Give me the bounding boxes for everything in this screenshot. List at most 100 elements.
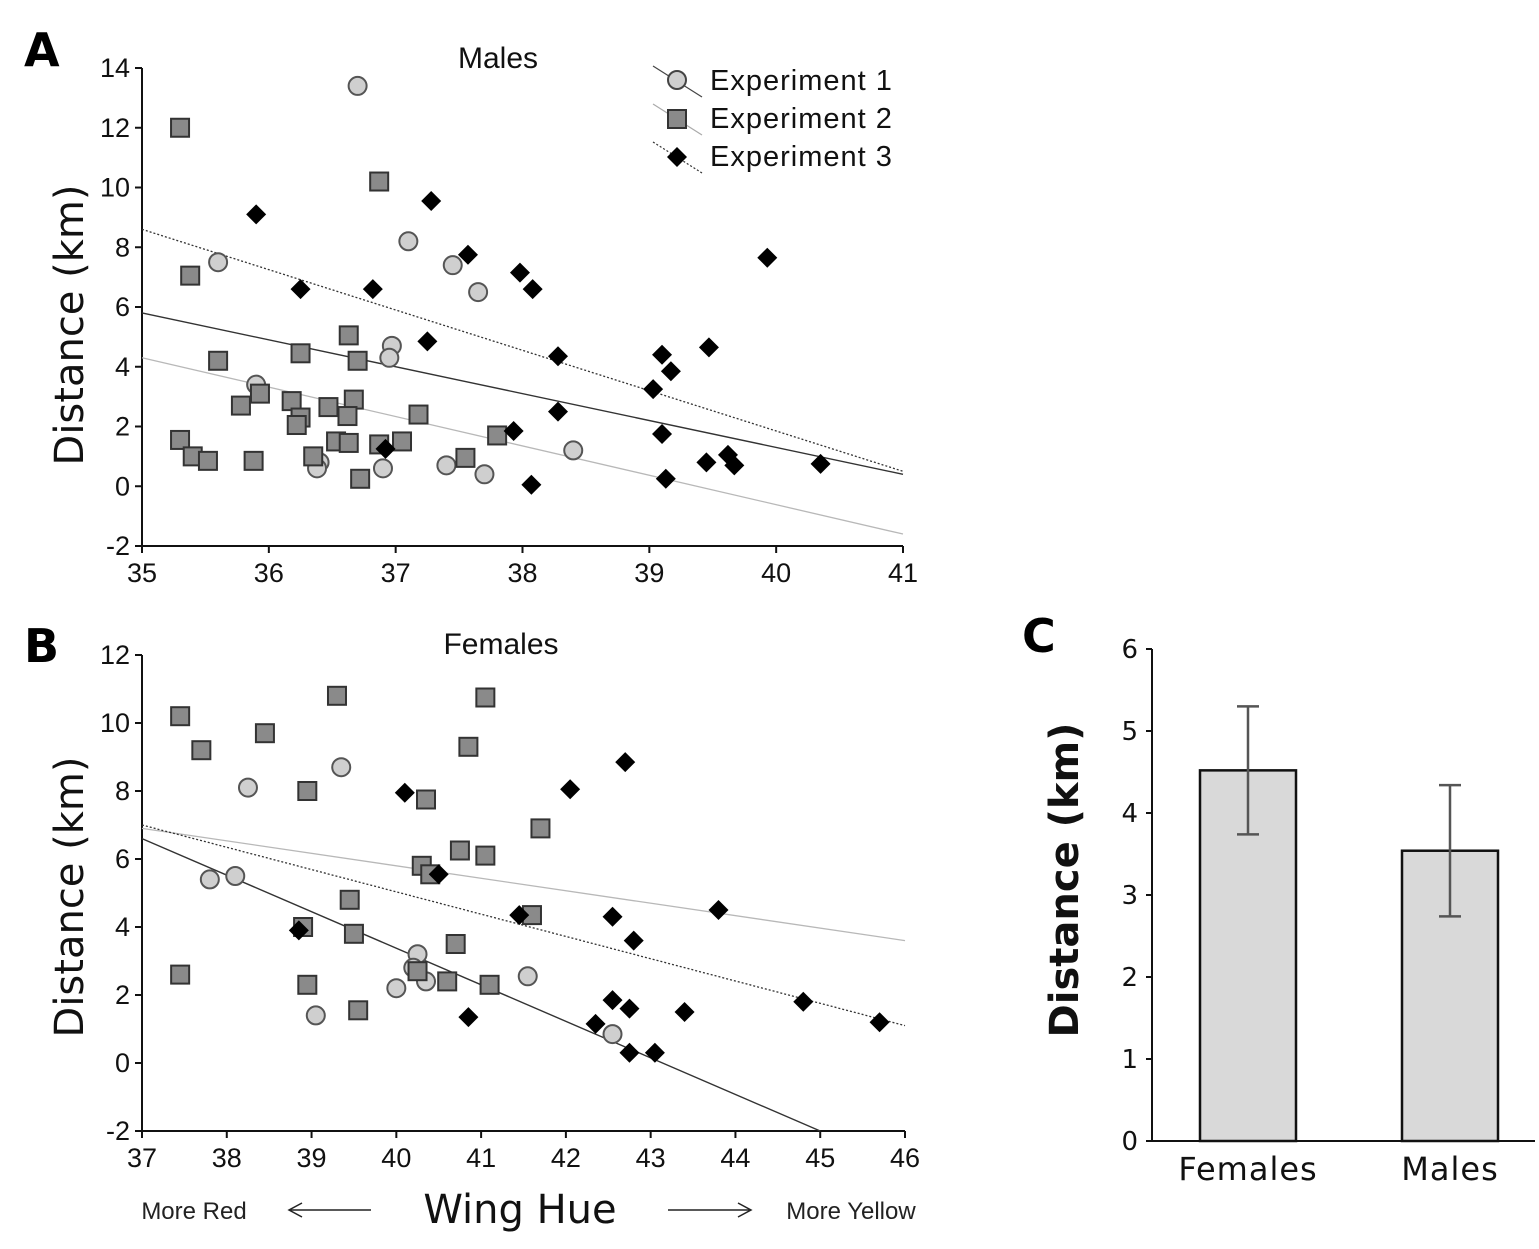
a-point-experiment-2 (408, 404, 429, 425)
a-point-experiment-3 (655, 468, 676, 489)
b-point-experiment-3 (644, 1042, 665, 1063)
b-y-tick-label: 12 (100, 640, 130, 670)
a-point-experiment-2 (243, 450, 264, 471)
b-point-experiment-2 (445, 934, 466, 954)
b-point-experiment-3 (560, 779, 581, 800)
a-point-experiment-3 (457, 244, 478, 265)
b-point-experiment-2 (254, 723, 275, 744)
a-y-tick-label: 4 (115, 352, 130, 382)
b-point-experiment-2 (458, 736, 479, 757)
a-point-experiment-1 (347, 75, 368, 96)
a-point-experiment-3 (417, 331, 438, 352)
a-point-experiment-2 (281, 391, 302, 412)
b-point-experiment-2 (475, 845, 496, 866)
b-y-tick-label: 8 (115, 776, 130, 806)
a-x-tick-label: 36 (254, 558, 284, 588)
a-y-tick-label: 12 (100, 113, 130, 143)
a-point-experiment-2 (230, 395, 251, 416)
b-point-experiment-3 (623, 930, 644, 951)
b-point-experiment-2 (449, 840, 470, 861)
a-y-tick-label: 0 (115, 471, 130, 501)
b-point-experiment-1 (225, 866, 246, 886)
a-point-experiment-3 (696, 452, 717, 473)
a-point-experiment-3 (724, 455, 745, 476)
b-x-tick-label: 40 (381, 1143, 411, 1173)
a-point-experiment-2 (455, 447, 476, 468)
b-point-experiment-3 (394, 782, 415, 803)
legend-label-experiment-3: Experiment 3 (710, 141, 893, 173)
a-point-experiment-2 (350, 468, 371, 489)
legend-marker-experiment-3 (667, 147, 687, 167)
a-point-experiment-2 (487, 425, 508, 446)
c-y-tick-label: 3 (1121, 881, 1138, 911)
b-x-tick-label: 42 (551, 1143, 581, 1173)
b-point-experiment-2 (475, 687, 496, 708)
a-point-experiment-2 (170, 429, 191, 450)
a-point-experiment-2 (286, 415, 307, 436)
panel-b-points (170, 685, 890, 1063)
b-point-experiment-3 (602, 906, 623, 927)
a-point-experiment-2 (392, 431, 413, 452)
b-x-tick-label: 41 (466, 1143, 496, 1173)
a-y-tick-label: 6 (115, 292, 130, 322)
b-point-experiment-2 (297, 974, 318, 995)
b-point-experiment-2 (191, 740, 212, 761)
panel-c-y-axis-label: Distance (km) (1042, 723, 1088, 1038)
b-point-experiment-2 (339, 889, 360, 910)
c-y-tick-label: 6 (1121, 635, 1138, 665)
a-point-experiment-1 (563, 440, 584, 461)
a-point-experiment-1 (379, 347, 400, 368)
b-point-experiment-3 (619, 998, 640, 1019)
b-point-experiment-2 (297, 781, 318, 801)
a-point-experiment-3 (757, 247, 778, 268)
b-y-tick-label: 10 (100, 708, 130, 738)
a-point-experiment-3 (810, 453, 831, 474)
category-label-males: Males (1401, 1150, 1498, 1188)
a-point-experiment-2 (208, 350, 229, 371)
b-fit-line (141, 824, 906, 1027)
a-point-experiment-2 (170, 117, 191, 138)
a-point-experiment-3 (698, 337, 719, 358)
legend-label-experiment-2: Experiment 2 (710, 103, 893, 135)
a-point-experiment-3 (246, 204, 267, 225)
b-point-experiment-2 (343, 923, 364, 944)
b-point-experiment-3 (708, 900, 729, 920)
panel-b-x-axis-label: Wing Hue (423, 1187, 616, 1233)
b-point-experiment-2 (437, 971, 458, 992)
b-point-experiment-3 (428, 864, 449, 885)
a-y-tick-label: 14 (100, 53, 130, 83)
a-y-tick-label: 10 (100, 173, 130, 203)
panel-a-chart: Males Distance (km) 35 36 37 38 39 40 41 -2 0 2 4 6… (47, 42, 918, 588)
a-point-experiment-2 (290, 343, 311, 364)
a-point-experiment-3 (652, 344, 673, 365)
more-red-label: More Red (141, 1198, 246, 1225)
a-fit-line (141, 312, 904, 475)
b-fit-line (141, 827, 906, 942)
a-point-experiment-3 (421, 190, 442, 211)
a-point-experiment-2 (369, 171, 390, 192)
panel-a-legend: Experiment 1 Experiment 2 Experiment 3 (652, 65, 893, 174)
b-point-experiment-2 (348, 1000, 369, 1021)
a-point-experiment-3 (548, 346, 569, 367)
a-point-experiment-3 (660, 361, 681, 382)
b-point-experiment-3 (602, 990, 623, 1011)
b-point-experiment-1 (237, 777, 258, 798)
b-point-experiment-2 (407, 961, 428, 982)
b-point-experiment-3 (869, 1012, 890, 1033)
a-x-tick-label: 39 (634, 558, 664, 588)
a-y-tick-label: 2 (115, 412, 130, 442)
a-x-tick-label: 37 (381, 558, 411, 588)
a-fit-line (141, 228, 904, 472)
a-point-experiment-3 (521, 474, 542, 495)
a-x-tick-label: 35 (127, 558, 157, 588)
legend-marker-experiment-2 (667, 109, 687, 129)
c-y-tick-label: 0 (1121, 1127, 1138, 1157)
a-point-experiment-3 (509, 262, 530, 283)
b-point-experiment-2 (326, 685, 347, 706)
a-point-experiment-1 (436, 455, 457, 476)
b-point-experiment-1 (517, 966, 538, 987)
b-y-tick-label: 0 (115, 1048, 130, 1078)
b-point-experiment-1 (305, 1005, 326, 1026)
b-x-tick-label: 39 (297, 1143, 327, 1173)
